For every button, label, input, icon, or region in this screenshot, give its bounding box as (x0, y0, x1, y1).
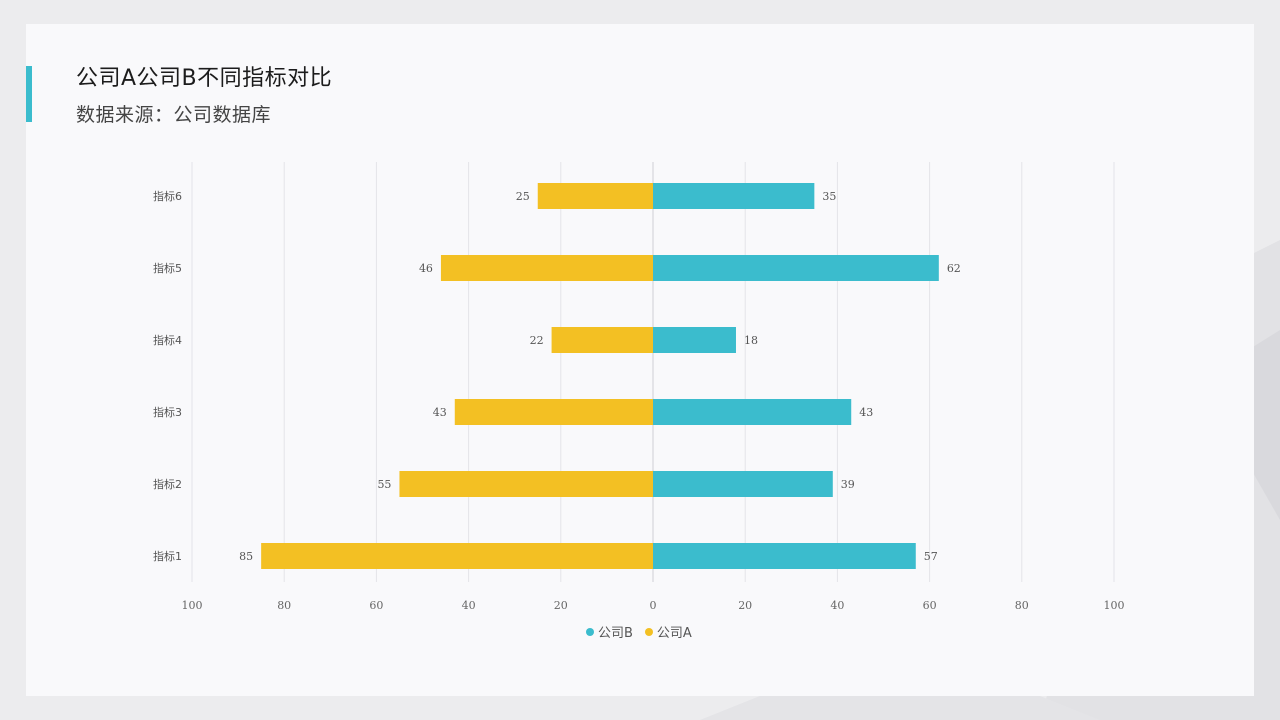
data-label-company-b: 62 (947, 262, 961, 275)
chart: 100 80 60 40 20 0 20 40 60 80 100 指标6 25 35 指标5 46 62 指标4… (153, 162, 1125, 612)
x-tick-label: 20 (738, 599, 752, 612)
data-label-company-a: 55 (377, 478, 391, 491)
bar-company-b[interactable] (653, 183, 815, 209)
page-subtitle: 数据来源：公司数据库 (76, 104, 272, 126)
bar-company-a[interactable] (454, 399, 653, 425)
bar-company-a[interactable] (440, 255, 653, 281)
x-tick-label: 40 (830, 599, 844, 612)
data-label-company-b: 57 (924, 550, 938, 563)
legend-item-company-b[interactable]: 公司B (586, 622, 633, 641)
title-accent-bar (26, 66, 32, 122)
category-label: 指标3 (153, 405, 182, 419)
bar-company-b[interactable] (653, 327, 736, 353)
bar-company-b[interactable] (653, 399, 852, 425)
x-tick-label: 20 (554, 599, 568, 612)
category-label: 指标1 (153, 549, 182, 563)
data-label-company-b: 18 (744, 334, 758, 347)
legend-label-company-a: 公司A (656, 626, 692, 641)
bar-company-a[interactable] (537, 183, 653, 209)
data-label-company-a: 25 (516, 190, 530, 203)
legend-swatch-company-a (644, 627, 653, 636)
data-label-company-a: 22 (530, 334, 544, 347)
x-tick-label: 0 (650, 599, 657, 612)
legend-item-company-a[interactable]: 公司A (644, 622, 692, 641)
legend-label-company-b: 公司B (598, 626, 633, 641)
data-label-company-b: 39 (841, 478, 855, 491)
legend: 公司B 公司A (586, 622, 692, 641)
category-label: 指标5 (153, 261, 182, 275)
data-label-company-a: 46 (419, 262, 433, 275)
x-tick-label: 100 (1104, 599, 1125, 612)
bar-company-b[interactable] (653, 255, 939, 281)
x-tick-label: 60 (923, 599, 937, 612)
chart-card: 公司A公司B不同指标对比 数据来源：公司数据库 100 80 60 40 20 0 20 40… (26, 24, 1254, 696)
page-title: 公司A公司B不同指标对比 (76, 66, 333, 91)
x-tick-label: 100 (182, 599, 203, 612)
data-label-company-a: 85 (239, 550, 253, 563)
bar-company-b[interactable] (653, 543, 916, 569)
x-tick-label: 40 (462, 599, 476, 612)
category-label: 指标2 (153, 477, 182, 491)
x-tick-label: 80 (277, 599, 291, 612)
bar-company-a[interactable] (261, 543, 653, 569)
x-tick-label: 60 (369, 599, 383, 612)
x-tick-label: 80 (1015, 599, 1029, 612)
data-label-company-b: 35 (822, 190, 836, 203)
data-label-company-b: 43 (859, 406, 873, 419)
data-label-company-a: 43 (433, 406, 447, 419)
bar-company-a[interactable] (399, 471, 653, 497)
bar-company-b[interactable] (653, 471, 833, 497)
legend-swatch-company-b (586, 627, 594, 636)
category-label: 指标4 (153, 333, 182, 347)
bar-company-a[interactable] (551, 327, 653, 353)
category-label: 指标6 (153, 189, 182, 203)
